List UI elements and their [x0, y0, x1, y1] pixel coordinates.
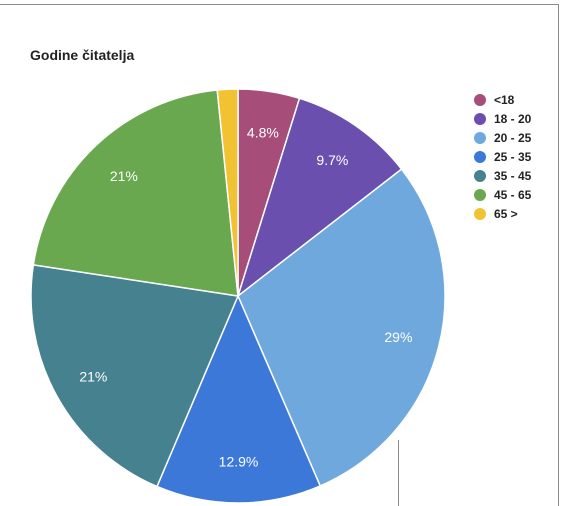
legend-swatch-icon [474, 112, 486, 125]
legend-label: 20 - 25 [494, 130, 532, 145]
chart-legend: <18 18 - 20 20 - 25 25 - 35 35 - 45 45 - 65 65… [474, 90, 531, 223]
frame-inner-divider [398, 440, 399, 506]
pie-slice-6 [216, 88, 239, 297]
legend-label: 25 - 35 [494, 149, 532, 164]
legend-swatch-icon [474, 207, 486, 220]
legend-item-4: 35 - 45 [474, 166, 531, 185]
pie-slice-4 [30, 264, 240, 488]
legend-label: <18 [494, 92, 515, 107]
legend-item-6: 65 > [474, 204, 531, 223]
legend-swatch-icon [474, 150, 486, 163]
legend-label: 45 - 65 [494, 187, 532, 202]
legend-swatch-icon [474, 169, 486, 182]
slice-label-4: 21% [79, 369, 107, 385]
legend-item-3: 25 - 35 [474, 147, 531, 166]
pie-slice-3 [156, 294, 322, 504]
legend-item-1: 18 - 20 [474, 109, 531, 128]
pie-slice-2 [237, 168, 446, 487]
legend-swatch-icon [474, 188, 486, 201]
slice-label-3: 12.9% [219, 454, 259, 470]
slice-label-2: 29% [384, 329, 412, 345]
slice-label-5: 21% [110, 168, 138, 184]
legend-label: 35 - 45 [494, 168, 532, 183]
legend-swatch-icon [474, 131, 486, 144]
pie-slice-1 [236, 97, 403, 299]
legend-label: 18 - 20 [494, 111, 532, 126]
chart-title: Godine čitatelja [30, 47, 135, 63]
frame-top-border [0, 4, 559, 5]
slice-label-1: 9.7% [316, 152, 348, 168]
legend-item-2: 20 - 25 [474, 128, 531, 147]
frame-right-border [558, 4, 559, 506]
legend-label: 65 > [494, 206, 518, 221]
legend-swatch-icon [474, 93, 486, 106]
pie-slice-5 [32, 89, 239, 297]
legend-item-5: 45 - 65 [474, 185, 531, 204]
slice-label-0: 4.8% [247, 124, 279, 140]
legend-item-0: <18 [474, 90, 531, 109]
